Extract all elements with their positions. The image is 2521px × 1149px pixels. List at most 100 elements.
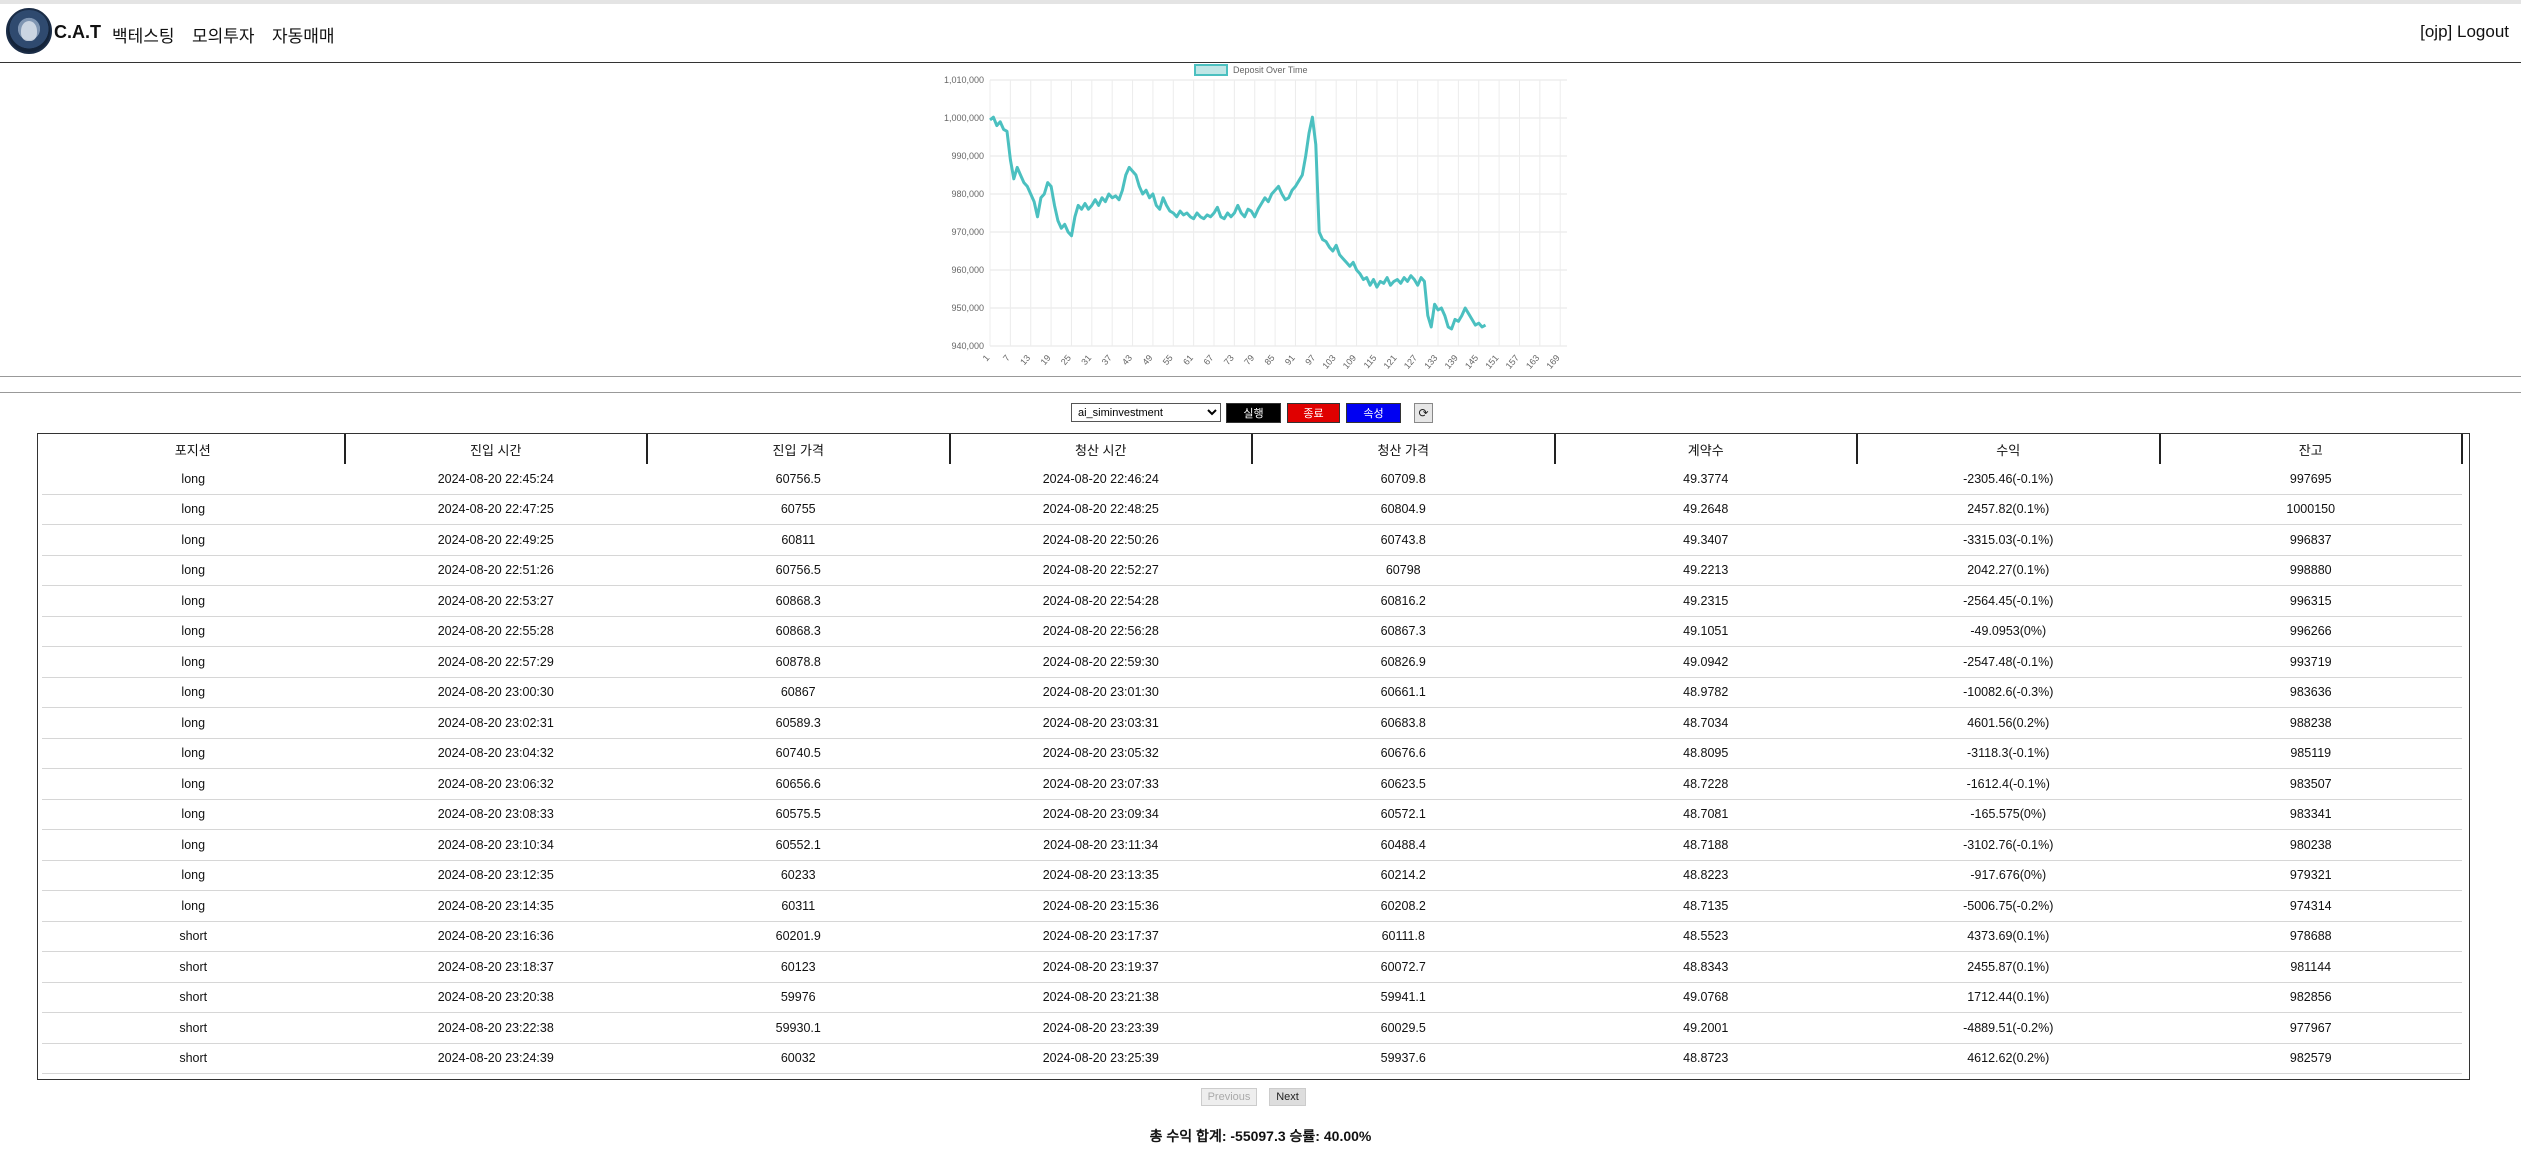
table-cell: 2024-08-20 23:05:32 bbox=[949, 738, 1252, 769]
x-tick-label: 169 bbox=[1544, 353, 1561, 371]
table-cell: 49.2315 bbox=[1554, 585, 1857, 617]
x-tick-label: 139 bbox=[1443, 353, 1460, 371]
table-row: short 2024-08-20 23:22:38 59930.1 2024-08-2… bbox=[42, 1012, 2462, 1044]
x-tick-label: 121 bbox=[1382, 353, 1399, 371]
strategy-select[interactable]: ai_siminvestment bbox=[1071, 403, 1221, 422]
table-cell: 49.2001 bbox=[1554, 1012, 1857, 1044]
table-cell: 2024-08-20 23:23:39 bbox=[949, 1012, 1252, 1044]
table-cell: -2547.48(-0.1%) bbox=[1857, 646, 2160, 678]
table-cell: 60623.5 bbox=[1252, 768, 1555, 800]
table-cell: 48.5523 bbox=[1554, 921, 1857, 952]
table-cell: 2024-08-20 23:25:39 bbox=[949, 1043, 1252, 1074]
table-cell: -1612.4(-0.1%) bbox=[1857, 768, 2160, 800]
brand-name[interactable]: C.A.T bbox=[54, 22, 101, 42]
winrate-value: 40.00% bbox=[1323, 1128, 1372, 1144]
table-cell: 2024-08-20 22:46:24 bbox=[949, 464, 1252, 495]
table-cell: -49.0953(0%) bbox=[1857, 616, 2160, 647]
table-cell: 60214.2 bbox=[1252, 860, 1555, 891]
table-cell: 49.2648 bbox=[1554, 494, 1857, 525]
nav-backtesting[interactable]: 백테스팅 bbox=[112, 27, 175, 46]
column-header: 계약수 bbox=[1554, 434, 1858, 464]
table-cell: -5006.75(-0.2%) bbox=[1857, 890, 2160, 922]
x-tick-label: 1 bbox=[981, 353, 992, 363]
table-cell: 60755 bbox=[647, 494, 950, 525]
column-header: 진입 가격 bbox=[647, 434, 951, 464]
table-cell: 978688 bbox=[2159, 921, 2462, 952]
previous-button[interactable]: Previous bbox=[1201, 1088, 1257, 1106]
table-cell: 60867 bbox=[647, 677, 950, 708]
deposit-chart: 940,000 950,000 960,000 970,000 980,000 990,0… bbox=[944, 64, 1567, 371]
x-tick-label: 7 bbox=[1001, 353, 1012, 363]
table-cell: 2024-08-20 22:59:30 bbox=[949, 646, 1252, 678]
table-row: long 2024-08-20 22:57:29 60878.8 2024-08-20… bbox=[42, 646, 2462, 678]
table-cell: 4601.56(0.2%) bbox=[1857, 707, 2160, 739]
table-cell: -3118.3(-0.1%) bbox=[1857, 738, 2160, 769]
table-cell: 2024-08-20 23:08:33 bbox=[344, 799, 647, 830]
table-cell: long bbox=[42, 464, 345, 495]
table-cell: 2024-08-20 23:22:38 bbox=[344, 1012, 647, 1044]
table-cell: 996837 bbox=[2159, 524, 2462, 556]
x-tick-label: 115 bbox=[1362, 353, 1379, 370]
table-cell: 60867.3 bbox=[1252, 616, 1555, 647]
table-cell: 998880 bbox=[2159, 555, 2462, 586]
table-cell: 4612.62(0.2%) bbox=[1857, 1043, 2160, 1074]
refresh-icon[interactable]: ⟳ bbox=[1414, 403, 1433, 423]
logout-link[interactable]: Logout bbox=[2457, 22, 2509, 41]
column-header: 청산 시간 bbox=[949, 434, 1253, 464]
table-cell: 60029.5 bbox=[1252, 1012, 1555, 1044]
table-cell: 983507 bbox=[2159, 768, 2462, 800]
table-row: long 2024-08-20 23:08:33 60575.5 2024-08-20… bbox=[42, 799, 2462, 830]
table-cell: 2024-08-20 22:49:25 bbox=[344, 524, 647, 556]
table-row: long 2024-08-20 23:02:31 60589.3 2024-08-20… bbox=[42, 707, 2462, 739]
table-cell: -2564.45(-0.1%) bbox=[1857, 585, 2160, 617]
table-cell: long bbox=[42, 677, 345, 708]
table-row: long 2024-08-20 22:51:26 60756.5 2024-08-20… bbox=[42, 555, 2462, 586]
nav-mock-investment[interactable]: 모의투자 bbox=[192, 27, 255, 46]
table-cell: 60868.3 bbox=[647, 585, 950, 617]
table-cell: 60743.8 bbox=[1252, 524, 1555, 556]
table-cell: 981144 bbox=[2159, 951, 2462, 983]
total-profit-value: -55097.3 bbox=[1230, 1128, 1286, 1144]
table-cell: 2024-08-20 22:57:29 bbox=[344, 646, 647, 678]
table-cell: long bbox=[42, 829, 345, 861]
x-tick-label: 55 bbox=[1161, 353, 1175, 367]
table-cell: -4889.51(-0.2%) bbox=[1857, 1012, 2160, 1044]
legend-swatch bbox=[1194, 64, 1228, 76]
y-tick-label: 960,000 bbox=[951, 265, 984, 275]
next-button[interactable]: Next bbox=[1269, 1088, 1306, 1106]
table-cell: -10082.6(-0.3%) bbox=[1857, 677, 2160, 708]
y-tick-label: 1,000,000 bbox=[944, 113, 984, 123]
column-header: 잔고 bbox=[2159, 434, 2463, 464]
stop-button[interactable]: 종료 bbox=[1287, 403, 1340, 423]
table-cell: 49.0942 bbox=[1554, 646, 1857, 678]
table-cell: 2024-08-20 23:21:38 bbox=[949, 982, 1252, 1013]
x-tick-label: 157 bbox=[1504, 353, 1521, 371]
table-cell: 2024-08-20 23:06:32 bbox=[344, 768, 647, 800]
run-button[interactable]: 실행 bbox=[1226, 403, 1281, 423]
x-tick-label: 49 bbox=[1140, 353, 1154, 367]
total-profit-label: 총 수익 합계: bbox=[1149, 1128, 1227, 1144]
table-cell: 60756.5 bbox=[647, 464, 950, 495]
table-cell: 59930.1 bbox=[647, 1012, 950, 1044]
table-cell: 2024-08-20 23:04:32 bbox=[344, 738, 647, 769]
table-cell: 2024-08-20 23:11:34 bbox=[949, 829, 1252, 861]
table-cell: 49.0768 bbox=[1554, 982, 1857, 1013]
properties-button[interactable]: 속성 bbox=[1346, 403, 1401, 423]
table-cell: 2024-08-20 23:17:37 bbox=[949, 921, 1252, 952]
table-cell: 983636 bbox=[2159, 677, 2462, 708]
logo-icon[interactable] bbox=[6, 8, 52, 54]
table-cell: 2042.27(0.1%) bbox=[1857, 555, 2160, 586]
table-cell: long bbox=[42, 616, 345, 647]
nav-auto-trading[interactable]: 자동매매 bbox=[272, 27, 335, 46]
table-cell: 60826.9 bbox=[1252, 646, 1555, 678]
table-cell: 48.7034 bbox=[1554, 707, 1857, 739]
y-tick-label: 1,010,000 bbox=[944, 75, 984, 85]
table-cell: 996266 bbox=[2159, 616, 2462, 647]
table-cell: 48.8223 bbox=[1554, 860, 1857, 891]
table-row: short 2024-08-20 23:24:39 60032 2024-08-20 … bbox=[42, 1043, 2462, 1074]
column-header: 진입 시간 bbox=[344, 434, 648, 464]
table-cell: 60488.4 bbox=[1252, 829, 1555, 861]
table-row: long 2024-08-20 23:04:32 60740.5 2024-08-20… bbox=[42, 738, 2462, 769]
table-row: long 2024-08-20 22:55:28 60868.3 2024-08-20… bbox=[42, 616, 2462, 647]
table-cell: long bbox=[42, 768, 345, 800]
